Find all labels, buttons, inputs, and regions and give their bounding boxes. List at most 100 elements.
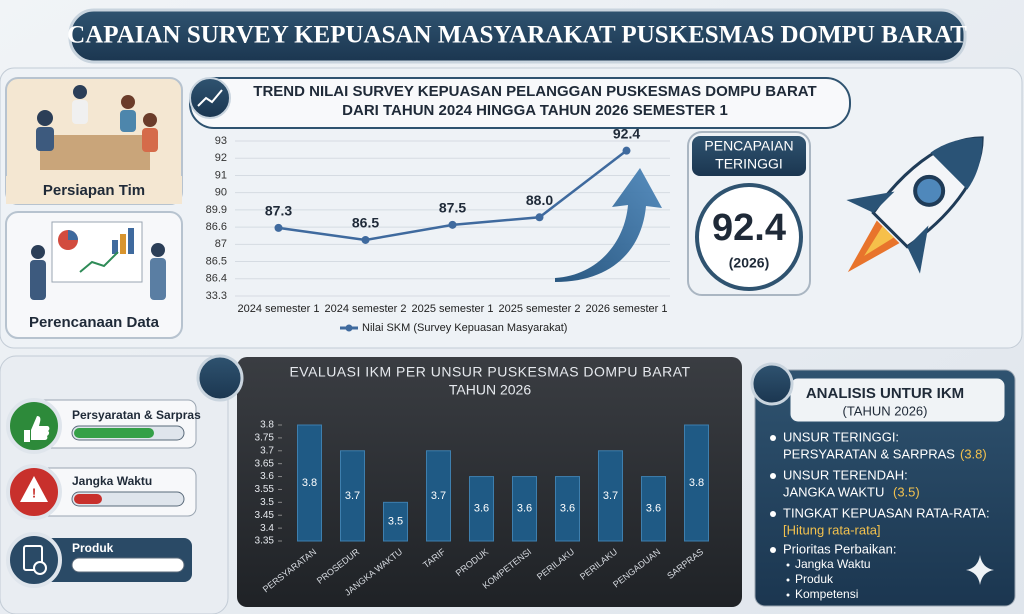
bar-value-label: 3.5: [388, 516, 403, 528]
data-label: 87.5: [439, 200, 466, 216]
indicator-label: Persyaratan & Sarpras: [72, 408, 201, 422]
y-tick-label: 3.65: [255, 458, 275, 469]
legend-label: Nilai SKM (Survey Kepuasan Masyarakat): [362, 322, 567, 334]
bar: [641, 476, 666, 542]
bar-value-label: 3.7: [603, 490, 618, 502]
analysis-value: [Hitung rata-rata]: [783, 522, 881, 537]
analysis-value: (3.5): [893, 484, 920, 499]
chart-subtitle: TAHUN 2026: [449, 382, 531, 398]
bar-value-label: 3.7: [345, 490, 360, 502]
indicator-label: Produk: [72, 541, 114, 555]
bar-value-label: 3.8: [689, 477, 704, 489]
achievement-value: 92.4: [712, 207, 786, 249]
legend-marker: [345, 324, 353, 332]
bar-value-label: 3.6: [646, 503, 661, 515]
analysis-text: TINGKAT KEPUASAN RATA-RATA:: [783, 505, 990, 520]
priority-item: Kompetensi: [795, 587, 858, 601]
analysis-text: PERSYARATAN & SARPRAS: [783, 446, 955, 461]
svg-text:!: !: [32, 485, 36, 500]
bar: [426, 450, 451, 542]
y-tick-label: 3.35: [255, 536, 275, 547]
analysis-text: UNSUR TERENDAH:: [783, 467, 908, 482]
y-tick-label: 3.8: [260, 420, 274, 431]
card-label: Perencanaan Data: [29, 314, 160, 331]
bar: [469, 476, 494, 542]
data-point: [361, 235, 370, 244]
trend-icon: [189, 77, 231, 119]
side-card: Perencanaan Data: [5, 211, 183, 339]
data-label: 86.5: [352, 215, 379, 231]
data-label: 92.4: [613, 125, 640, 141]
achievement-header: [692, 136, 806, 176]
analysis-panel: [754, 369, 1016, 607]
side-card: Persiapan Tim: [5, 77, 183, 205]
data-point: [535, 213, 544, 222]
chart-subtitle: DARI TAHUN 2024 HINGGA TAHUN 2026 SEMEST…: [342, 102, 728, 119]
y-tick-label: 3.6: [260, 471, 274, 482]
bar-value-label: 3.6: [517, 503, 532, 515]
x-tick-label: 2025 semester 2: [499, 303, 581, 315]
bar: [340, 450, 365, 542]
analysis-title-box: [789, 377, 1006, 423]
indicator: ! Jangka Waktu: [6, 464, 197, 520]
y-tick-label: 3.5: [260, 497, 274, 508]
bar-value-label: 3.6: [560, 503, 575, 515]
y-axis-label: 92: [215, 152, 227, 164]
y-axis-label: 86.6: [206, 221, 227, 233]
y-axis-label: 90: [215, 187, 227, 199]
x-tick-label: 2024 semester 1: [238, 303, 320, 315]
y-tick-label: 3.7: [260, 445, 274, 456]
bar: [598, 450, 623, 542]
priority-item: Jangka Waktu: [795, 557, 871, 571]
data-label: 88.0: [526, 192, 553, 208]
data-label: 87.3: [265, 203, 292, 219]
analysis-title: ANALISIS UNTUR IKM: [806, 385, 964, 402]
analysis-list: UNSUR TERINGGI: PERSYARATAN & SARPRAS (3…: [770, 429, 990, 601]
analysis-text: Prioritas Perbaikan:: [783, 541, 896, 556]
x-tick-label: 2026 semester 1: [586, 303, 668, 315]
analysis-text: UNSUR TERINGGI:: [783, 429, 899, 444]
y-axis-label: 86.4: [206, 273, 227, 285]
x-tick-label: 2024 semester 2: [325, 303, 407, 315]
chart-title: TREND NILAI SURVEY KEPUASAN PELANGGAN PU…: [253, 83, 816, 100]
bar-value-label: 3.6: [474, 503, 489, 515]
bar-value-label: 3.8: [302, 477, 317, 489]
rocket-illustration: [846, 136, 984, 274]
bar: [555, 476, 580, 542]
bar: [297, 424, 322, 542]
achievement-label: PENCAPAIAN: [704, 138, 793, 154]
analysis-subtitle: (TAHUN 2026): [842, 403, 927, 418]
analysis-icon: [750, 362, 794, 406]
y-axis-label: 87: [215, 238, 227, 250]
y-axis-label: 89.9: [206, 204, 227, 216]
bar: [512, 476, 537, 542]
y-tick-label: 3.55: [255, 484, 275, 495]
priority-item: Produk: [795, 572, 834, 586]
y-tick-label: 3.45: [255, 510, 275, 521]
achievement-label: TERINGGI: [715, 156, 783, 172]
analysis-text: JANGKA WAKTU: [783, 484, 884, 499]
bar: [684, 424, 709, 542]
y-tick-label: 3.75: [255, 433, 275, 444]
card-label: Persiapan Tim: [43, 182, 145, 199]
achievement-year: (2026): [729, 255, 769, 271]
analysis-value: (3.8): [960, 446, 987, 461]
data-point: [274, 223, 283, 232]
achievement-circle: [695, 183, 803, 291]
chart-title: EVALUASI IKM PER UNSUR PUSKESMAS DOMPU B…: [289, 364, 690, 380]
y-axis-label: 93: [215, 135, 227, 147]
growth-arrow: [555, 168, 662, 282]
data-point: [448, 220, 457, 229]
y-axis-label: 33.3: [206, 290, 227, 302]
y-axis-label: 86.5: [206, 255, 227, 267]
data-point: [622, 146, 631, 155]
bar: [383, 501, 408, 542]
indicator: Produk: [6, 532, 192, 588]
header-banner: [68, 8, 967, 64]
bar-value-label: 3.7: [431, 490, 446, 502]
y-tick-label: 3.4: [260, 523, 274, 534]
trend-icon-line: [197, 89, 223, 107]
evaluation-icon: [196, 354, 244, 402]
header-title: CAPAIAN SURVEY KEPUASAN MASYARAKAT PUSKE…: [67, 22, 967, 49]
